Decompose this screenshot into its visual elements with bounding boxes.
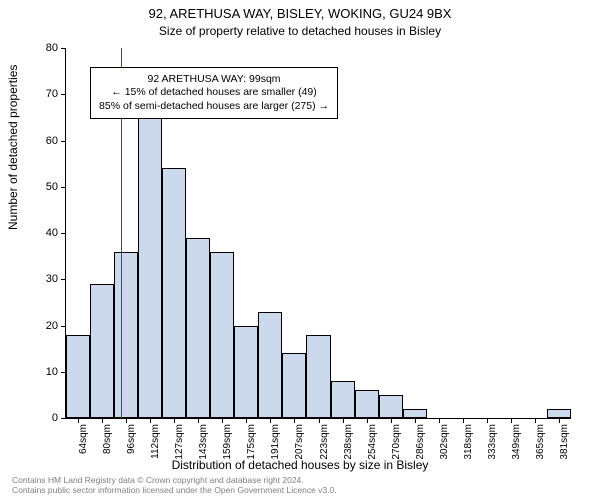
histogram-bar	[258, 312, 282, 418]
y-tick-label: 60	[46, 135, 58, 147]
x-tick	[270, 418, 271, 423]
x-tick-label: 207sqm	[294, 424, 305, 460]
y-tick	[61, 48, 66, 49]
y-tick	[61, 94, 66, 95]
x-tick	[222, 418, 223, 423]
annotation-line: ← 15% of detached houses are smaller (49…	[99, 86, 329, 100]
histogram-bar	[282, 353, 306, 418]
y-tick-label: 0	[52, 412, 58, 424]
x-tick-label: 318sqm	[463, 424, 474, 460]
x-tick	[294, 418, 295, 423]
histogram-bar	[138, 108, 162, 418]
annotation-box: 92 ARETHUSA WAY: 99sqm← 15% of detached …	[90, 67, 338, 120]
x-tick-label: 159sqm	[222, 424, 233, 460]
x-tick-label: 302sqm	[439, 424, 450, 460]
x-tick	[535, 418, 536, 423]
histogram-bar	[186, 238, 210, 418]
y-tick-label: 80	[46, 42, 58, 54]
histogram-bar	[403, 409, 427, 418]
x-tick	[150, 418, 151, 423]
histogram-bar	[547, 409, 571, 418]
y-tick	[61, 187, 66, 188]
y-tick-label: 10	[46, 366, 58, 378]
x-tick-label: 349sqm	[511, 424, 522, 460]
x-tick-label: 286sqm	[415, 424, 426, 460]
y-tick	[61, 326, 66, 327]
histogram-bar	[66, 335, 90, 418]
x-tick	[174, 418, 175, 423]
x-tick	[415, 418, 416, 423]
y-axis-label: Number of detached properties	[6, 65, 20, 230]
x-axis-label: Distribution of detached houses by size …	[0, 458, 600, 472]
x-tick-label: 365sqm	[535, 424, 546, 460]
histogram-bar	[379, 395, 403, 418]
histogram-bar	[355, 390, 379, 418]
x-tick	[463, 418, 464, 423]
y-tick-label: 70	[46, 88, 58, 100]
annotation-line: 92 ARETHUSA WAY: 99sqm	[99, 73, 329, 87]
histogram-bar	[210, 252, 234, 419]
x-tick-label: 333sqm	[487, 424, 498, 460]
histogram-bar	[90, 284, 114, 418]
x-tick-label: 223sqm	[319, 424, 330, 460]
x-tick	[246, 418, 247, 423]
x-tick	[319, 418, 320, 423]
histogram-bar	[162, 168, 186, 418]
histogram-bar	[331, 381, 355, 418]
y-tick	[61, 279, 66, 280]
x-tick	[391, 418, 392, 423]
x-tick	[367, 418, 368, 423]
x-tick	[511, 418, 512, 423]
x-tick-label: 270sqm	[391, 424, 402, 460]
y-tick-label: 40	[46, 227, 58, 239]
x-tick-label: 112sqm	[150, 424, 161, 459]
x-tick	[198, 418, 199, 423]
chart-container: 92, ARETHUSA WAY, BISLEY, WOKING, GU24 9…	[0, 0, 600, 500]
x-tick-label: 254sqm	[367, 424, 378, 460]
footer-attribution: Contains HM Land Registry data © Crown c…	[12, 476, 337, 496]
x-tick-label: 80sqm	[102, 424, 113, 454]
y-tick-label: 20	[46, 320, 58, 332]
plot-area: 0102030405060708064sqm80sqm96sqm112sqm12…	[65, 48, 571, 419]
x-tick-label: 64sqm	[78, 424, 89, 454]
histogram-bar	[234, 326, 258, 419]
x-tick-label: 175sqm	[246, 424, 257, 460]
histogram-bar	[114, 252, 138, 419]
x-tick-label: 96sqm	[126, 424, 137, 454]
x-tick-label: 381sqm	[559, 424, 570, 460]
x-tick	[343, 418, 344, 423]
x-tick-label: 143sqm	[198, 424, 209, 460]
x-tick	[559, 418, 560, 423]
x-tick-label: 191sqm	[270, 424, 281, 460]
x-tick	[102, 418, 103, 423]
y-tick	[61, 418, 66, 419]
y-tick	[61, 233, 66, 234]
chart-title-sub: Size of property relative to detached ho…	[0, 24, 600, 38]
x-tick	[487, 418, 488, 423]
y-tick-label: 30	[46, 273, 58, 285]
x-tick	[78, 418, 79, 423]
x-tick	[439, 418, 440, 423]
footer-line-2: Contains public sector information licen…	[12, 486, 337, 496]
chart-title-main: 92, ARETHUSA WAY, BISLEY, WOKING, GU24 9…	[0, 6, 600, 21]
annotation-line: 85% of semi-detached houses are larger (…	[99, 100, 329, 114]
x-tick	[126, 418, 127, 423]
x-tick-label: 238sqm	[343, 424, 354, 460]
x-tick-label: 127sqm	[174, 424, 185, 460]
histogram-bar	[306, 335, 330, 418]
y-tick-label: 50	[46, 181, 58, 193]
y-tick	[61, 141, 66, 142]
